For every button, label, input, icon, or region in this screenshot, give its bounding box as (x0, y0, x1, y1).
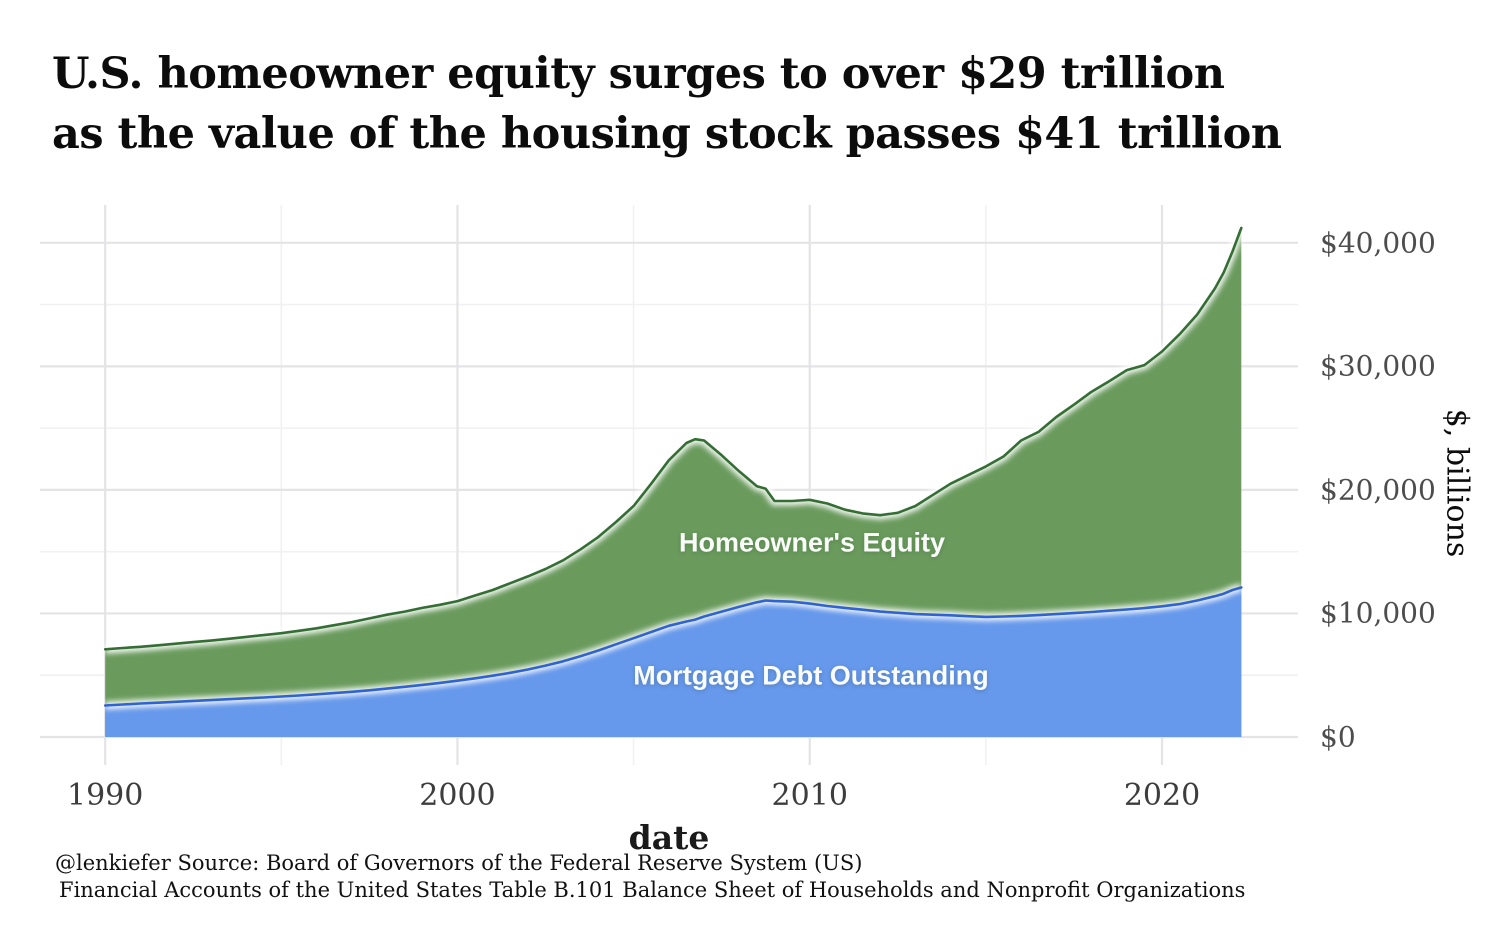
x-axis-tick-label: 1990 (66, 778, 144, 813)
series-label-mortgage-debt-outstanding: Mortgage Debt Outstanding (633, 660, 989, 691)
caption-line-2: Financial Accounts of the United States … (59, 878, 1246, 902)
y-axis-tick-label: $10,000 (1320, 596, 1436, 630)
x-axis-tick-label: 2000 (419, 778, 496, 813)
x-axis-title: date (628, 818, 710, 857)
series-label-homeowners-equity: Homeowner's Equity (679, 527, 945, 558)
y-axis-tick-label: $20,000 (1320, 473, 1436, 507)
caption-line-1: @lenkiefer Source: Board of Governors of… (55, 851, 863, 875)
y-axis-tick-label: $30,000 (1320, 349, 1436, 383)
chart-title-line-2: as the value of the housing stock passes… (52, 109, 1282, 159)
y-axis-tick-label: $40,000 (1320, 226, 1436, 260)
y-axis-title: $, billions (1439, 408, 1475, 558)
chart-title: U.S. homeowner equity surges to over $29… (52, 44, 1282, 164)
chart-title-line-1: U.S. homeowner equity surges to over $29… (52, 49, 1225, 99)
y-axis-tick-label: $0 (1320, 720, 1356, 754)
caption: @lenkiefer Source: Board of Governors of… (55, 850, 1245, 904)
x-axis-tick-label: 2020 (1123, 778, 1201, 813)
x-axis-tick-label: 2010 (771, 778, 848, 813)
